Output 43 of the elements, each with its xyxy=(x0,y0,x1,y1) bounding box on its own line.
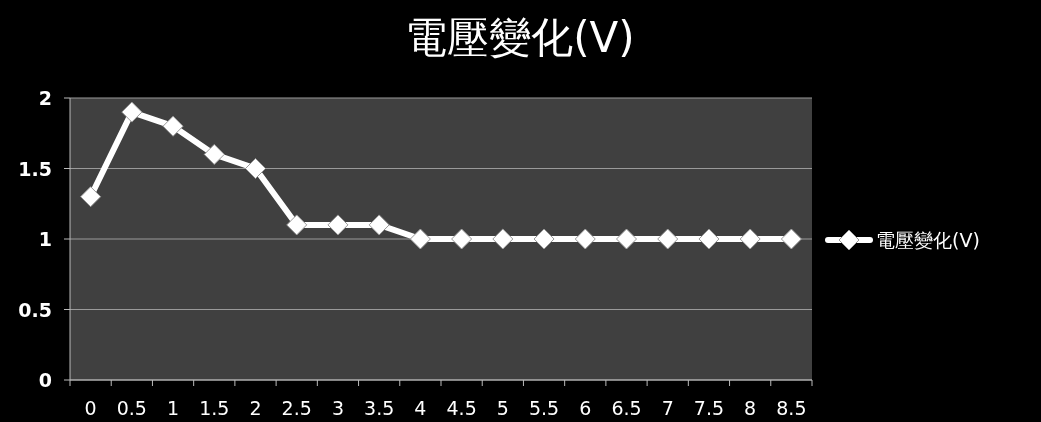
x-tick-label: 7.5 xyxy=(693,397,725,419)
y-tick-label: 1 xyxy=(38,228,52,250)
y-tick-label: 1.5 xyxy=(18,157,52,180)
point xyxy=(780,228,802,250)
point xyxy=(245,158,266,179)
x-tick-label: 0.5 xyxy=(116,397,147,419)
point xyxy=(286,214,308,236)
point xyxy=(162,115,184,137)
x-tick-label: 1.5 xyxy=(199,397,230,419)
point xyxy=(698,228,720,250)
point xyxy=(657,228,679,250)
x-tick-label: 1 xyxy=(167,397,180,419)
point xyxy=(574,228,596,250)
point xyxy=(616,228,637,250)
point xyxy=(203,143,225,165)
point xyxy=(533,228,555,250)
x-tick-label: 8 xyxy=(744,397,757,419)
y-tick-label: 0.5 xyxy=(18,298,52,321)
y-tick-label: 2 xyxy=(38,87,52,109)
x-tick-label: 8.5 xyxy=(776,397,807,419)
x-tick-label: 7 xyxy=(661,397,674,419)
point xyxy=(121,101,143,123)
x-tick-label: 0 xyxy=(84,397,97,419)
chart-title: 電壓變化(V) xyxy=(405,13,635,62)
x-tick-label: 6.5 xyxy=(611,397,642,419)
x-tick-label: 3.5 xyxy=(364,397,395,419)
point xyxy=(368,214,390,236)
x-tick-label: 4 xyxy=(414,397,427,419)
x-tick-label: 6 xyxy=(579,397,592,419)
point xyxy=(451,228,473,250)
point xyxy=(739,228,761,250)
x-tick-label: 2 xyxy=(249,397,262,419)
point xyxy=(492,228,514,250)
point xyxy=(409,228,431,250)
x-tick-label: 5 xyxy=(496,397,509,419)
x-tick-label: 4.5 xyxy=(446,397,477,419)
y-tick-label: 0 xyxy=(38,369,52,391)
legend-label: 電壓變化(V) xyxy=(876,229,980,251)
point xyxy=(80,186,102,208)
point xyxy=(327,214,349,236)
x-tick-label: 5.5 xyxy=(528,397,560,419)
x-tick-label: 2.5 xyxy=(281,397,312,419)
x-tick-label: 3 xyxy=(331,397,344,419)
